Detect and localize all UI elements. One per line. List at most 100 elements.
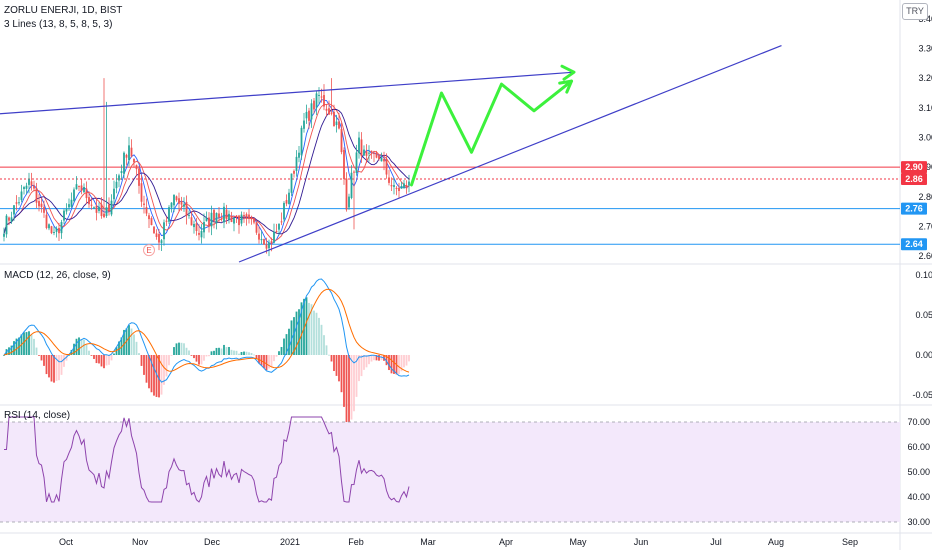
candle-body xyxy=(303,120,305,129)
candle-body xyxy=(118,175,120,181)
macd-histogram-bar xyxy=(170,355,173,356)
candle-body xyxy=(68,204,70,208)
macd-histogram-bar xyxy=(318,317,320,355)
macd-histogram-bar xyxy=(330,355,333,362)
candle-body xyxy=(200,230,203,238)
candle-body xyxy=(278,223,280,230)
macd-histogram-bar xyxy=(63,355,65,367)
macd-histogram-bar xyxy=(193,355,195,359)
macd-histogram-bar xyxy=(250,352,253,355)
candle-body xyxy=(398,187,400,192)
candle-body xyxy=(338,121,340,129)
price-tick-label: 3.20 xyxy=(918,73,932,83)
macd-histogram-bar xyxy=(33,338,35,355)
indicator-label[interactable]: 3 Lines (13, 8, 5, 8, 5, 3) xyxy=(4,19,113,30)
candle-body xyxy=(180,200,183,205)
macd-histogram-bar xyxy=(388,355,390,371)
rsi-tick-label: 50.00 xyxy=(907,467,930,477)
candle-body xyxy=(273,231,275,243)
candle-body xyxy=(15,202,18,204)
macd-label[interactable]: MACD (12, 26, close, 9) xyxy=(4,270,111,281)
macd-histogram-bar xyxy=(248,352,250,355)
macd-histogram-bar xyxy=(205,355,208,357)
time-tick-label: 2021 xyxy=(280,537,300,547)
macd-histogram-bar xyxy=(158,355,160,398)
macd-histogram-bar xyxy=(298,309,300,355)
macd-histogram-bar xyxy=(365,355,368,368)
macd-histogram-bar xyxy=(360,355,363,377)
candle-body xyxy=(405,185,408,189)
macd-histogram-bar xyxy=(213,350,215,355)
candle-body xyxy=(88,197,90,205)
candle-body xyxy=(53,232,55,234)
macd-histogram-bar xyxy=(190,355,193,356)
macd-histogram-bar xyxy=(203,355,205,361)
symbol-title[interactable]: ZORLU ENERJI, 1D, BIST xyxy=(4,5,123,16)
macd-histogram-bar xyxy=(168,355,170,366)
candle-body xyxy=(280,221,283,223)
candle-body xyxy=(213,209,215,221)
macd-histogram-bar xyxy=(313,310,315,355)
candle-body xyxy=(23,187,25,190)
candle-body xyxy=(365,151,368,156)
macd-histogram-bar xyxy=(95,355,98,364)
macd-histogram-bar xyxy=(85,344,88,355)
candle-body xyxy=(35,188,38,203)
candle-body xyxy=(63,210,65,221)
candle-body xyxy=(190,217,193,226)
projection-arrowhead xyxy=(558,79,573,94)
macd-histogram-bar xyxy=(290,320,293,355)
macd-histogram-bar xyxy=(408,355,410,362)
macd-line xyxy=(3,278,410,383)
candle-body xyxy=(175,196,178,201)
candle-body xyxy=(173,194,175,206)
candle-body xyxy=(70,199,73,207)
macd-histogram-bar xyxy=(315,312,318,355)
macd-histogram-bar xyxy=(333,355,335,372)
candle-body xyxy=(120,171,123,174)
candle-body xyxy=(285,200,288,204)
candle-body xyxy=(8,217,10,221)
candle-body xyxy=(223,206,225,223)
macd-histogram-bar xyxy=(60,355,63,375)
macd-histogram-bar xyxy=(348,355,350,429)
candle-body xyxy=(293,170,295,174)
candle-body xyxy=(13,205,15,215)
macd-histogram-bar xyxy=(140,355,143,366)
candle-body xyxy=(363,149,365,156)
candle-body xyxy=(130,147,133,157)
rsi-label[interactable]: RSI (14, close) xyxy=(4,410,71,421)
time-axis: Oct Nov Dec 2021 Feb Mar Apr May Jun Jul Aug Sep xyxy=(59,537,858,547)
macd-tick-label: 0.10 xyxy=(915,270,932,280)
candle-body xyxy=(178,198,180,204)
macd-histogram-bar xyxy=(90,355,93,356)
candle-body xyxy=(290,173,293,193)
macd-histogram-bar xyxy=(55,355,58,381)
macd-histogram-bar xyxy=(263,355,265,369)
macd-histogram-bar xyxy=(150,355,153,393)
candle-body xyxy=(38,201,40,207)
candle-body xyxy=(198,232,200,235)
candle-body xyxy=(388,177,390,183)
candle-body xyxy=(60,222,63,234)
price-tag-label: 2.64 xyxy=(905,239,923,249)
macd-histogram-bar xyxy=(293,317,295,355)
currency-button[interactable]: TRY xyxy=(902,3,928,20)
candle-body xyxy=(403,183,405,188)
macd-histogram-bar xyxy=(275,355,278,357)
moving-average-line-1 xyxy=(3,99,410,245)
candle-body xyxy=(103,213,105,218)
price-tag-box xyxy=(901,172,927,185)
price-tag-label: 2.76 xyxy=(905,204,923,214)
candle-body xyxy=(45,214,48,228)
rsi-line xyxy=(4,416,410,503)
candle-body xyxy=(33,185,35,189)
candle-body xyxy=(98,206,100,211)
macd-histogram-bar xyxy=(185,347,188,355)
candle-body xyxy=(55,228,58,232)
macd-histogram xyxy=(3,297,410,429)
candle-body xyxy=(370,150,373,153)
candle-body xyxy=(78,185,80,187)
macd-histogram-bar xyxy=(270,355,273,367)
